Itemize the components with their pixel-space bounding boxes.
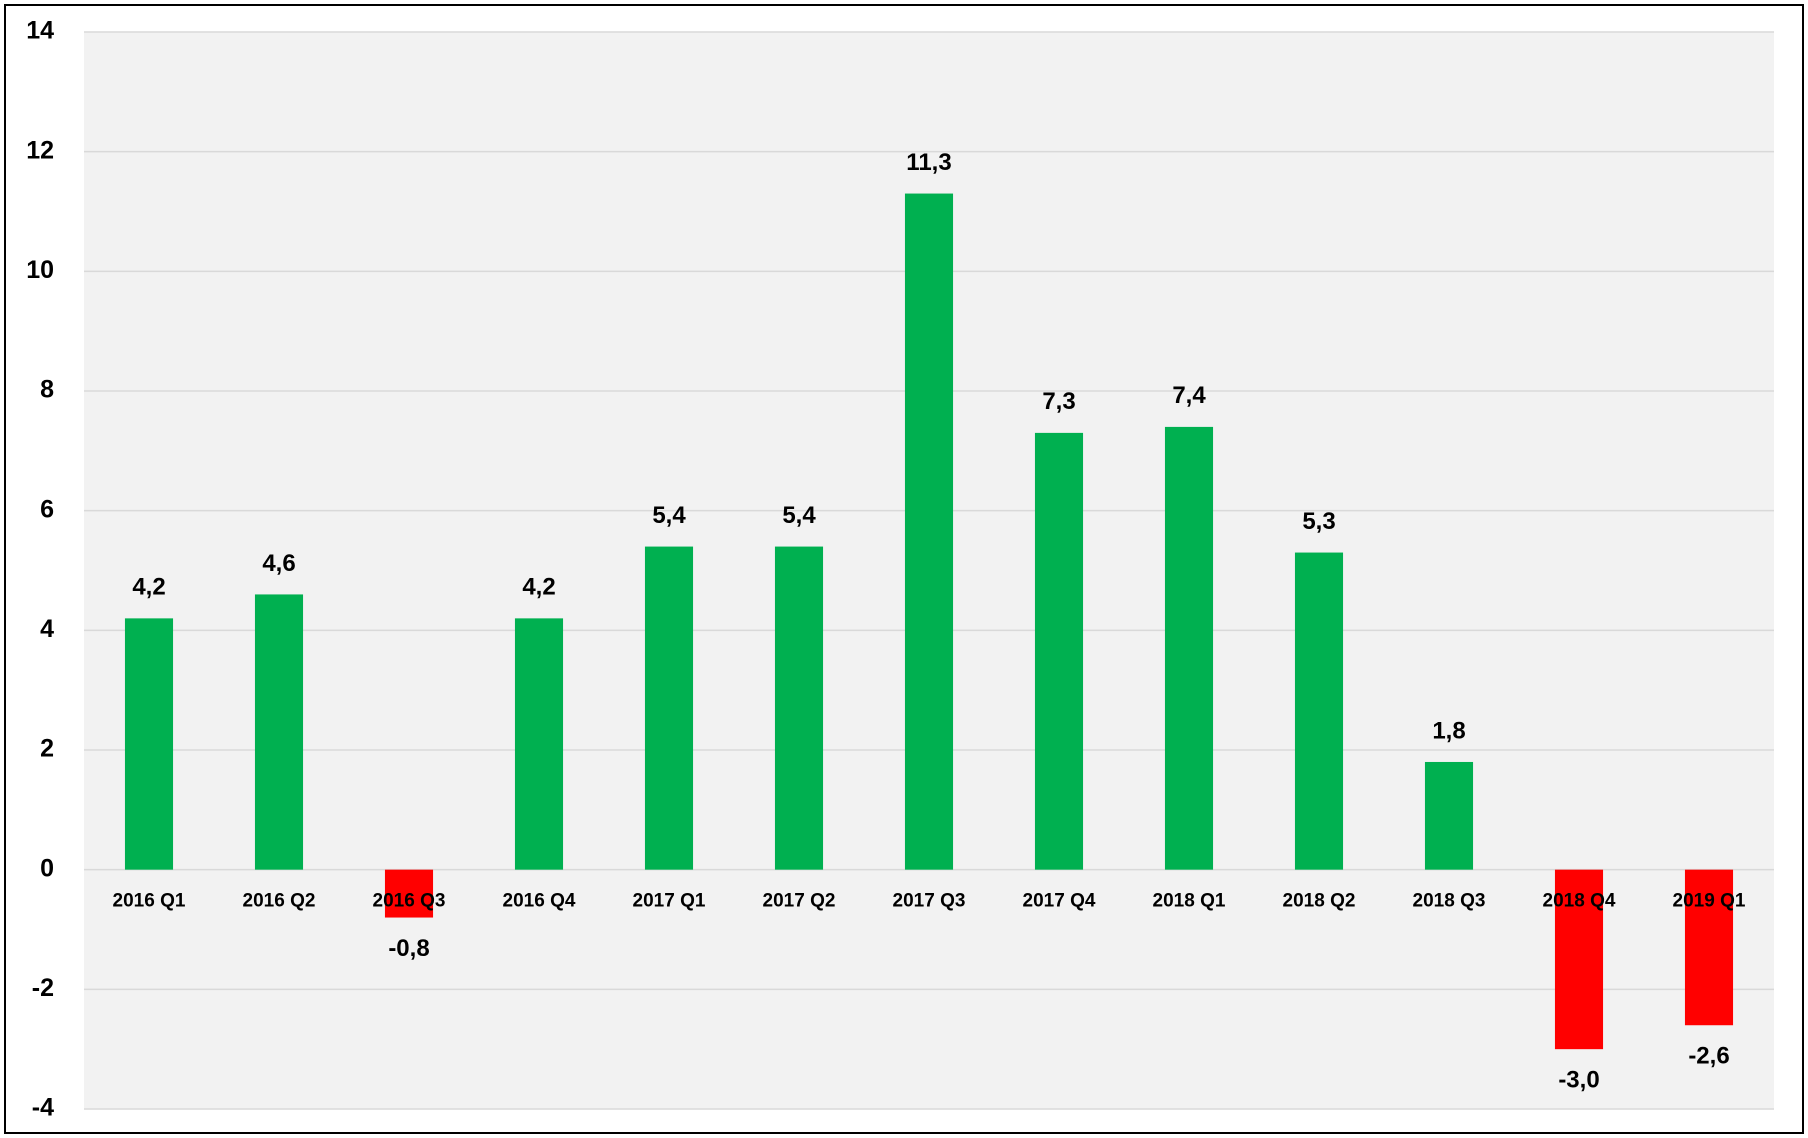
value-label: -2,6 <box>1688 1043 1729 1070</box>
value-label: 5,4 <box>652 502 686 529</box>
value-label: -0,8 <box>388 935 429 962</box>
bar <box>1684 869 1734 1026</box>
y-tick-label: -4 <box>32 1094 54 1122</box>
value-label: 11,3 <box>906 149 951 176</box>
x-tick-label: 2018 Q1 <box>1153 891 1226 912</box>
y-tick-label: 14 <box>26 17 54 45</box>
y-tick-label: 10 <box>26 256 54 284</box>
value-label: 7,4 <box>1172 382 1206 409</box>
value-label: 4,2 <box>522 574 555 601</box>
value-label: 4,2 <box>132 574 165 601</box>
x-tick-label: 2016 Q3 <box>373 891 446 912</box>
bar <box>384 869 434 918</box>
x-tick-label: 2018 Q2 <box>1283 891 1356 912</box>
bar <box>904 193 954 870</box>
value-label: -3,0 <box>1558 1067 1599 1094</box>
y-tick-label: 2 <box>40 735 54 763</box>
y-tick-label: 8 <box>40 376 54 404</box>
x-tick-label: 2019 Q1 <box>1673 891 1746 912</box>
x-tick-label: 2017 Q4 <box>1023 891 1096 912</box>
value-label: 5,4 <box>782 502 816 529</box>
x-tick-label: 2016 Q4 <box>503 891 576 912</box>
bar <box>1034 432 1084 870</box>
x-tick-label: 2017 Q2 <box>763 891 836 912</box>
x-tick-label: 2016 Q2 <box>243 891 316 912</box>
value-label: 4,6 <box>262 550 295 577</box>
value-label: 5,3 <box>1302 508 1335 535</box>
y-tick-label: 6 <box>40 495 54 523</box>
bar <box>774 546 824 870</box>
bar <box>1554 869 1604 1050</box>
x-tick-label: 2016 Q1 <box>113 891 186 912</box>
x-tick-label: 2017 Q1 <box>633 891 706 912</box>
bar <box>124 618 174 870</box>
bar <box>644 546 694 870</box>
y-tick-label: 0 <box>40 854 54 882</box>
y-tick-label: 12 <box>26 136 54 164</box>
bar <box>514 618 564 870</box>
x-tick-label: 2017 Q3 <box>893 891 966 912</box>
bar <box>1424 761 1474 870</box>
bar <box>254 594 304 870</box>
value-label: 1,8 <box>1432 717 1465 744</box>
x-tick-label: 2018 Q3 <box>1413 891 1486 912</box>
y-tick-label: -2 <box>32 974 54 1002</box>
x-tick-label: 2018 Q4 <box>1543 891 1616 912</box>
y-tick-label: 4 <box>40 615 54 643</box>
bar <box>1294 552 1344 870</box>
value-label: 7,3 <box>1042 388 1075 415</box>
bar <box>1164 426 1214 870</box>
